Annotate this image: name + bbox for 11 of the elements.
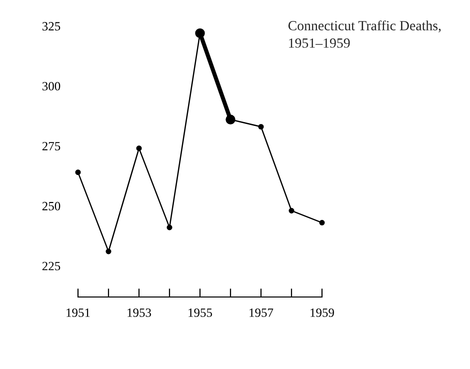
y-tick-label: 275 (42, 142, 60, 150)
x-tick-label: 1955 (188, 308, 212, 317)
x-tick-label: 1959 (310, 308, 334, 317)
x-tick-label: 1957 (250, 308, 274, 317)
y-tick-label: 225 (42, 262, 60, 270)
y-tick-label: 250 (42, 202, 60, 210)
text: Connecticut Traffic Deaths, 1951–1959 (288, 20, 441, 48)
x-tick-label: 1953 (128, 308, 152, 317)
x-tick-label: 1951 (66, 308, 90, 317)
y-tick-label: 325 (42, 22, 60, 30)
y-tick-label: 300 (42, 82, 60, 90)
